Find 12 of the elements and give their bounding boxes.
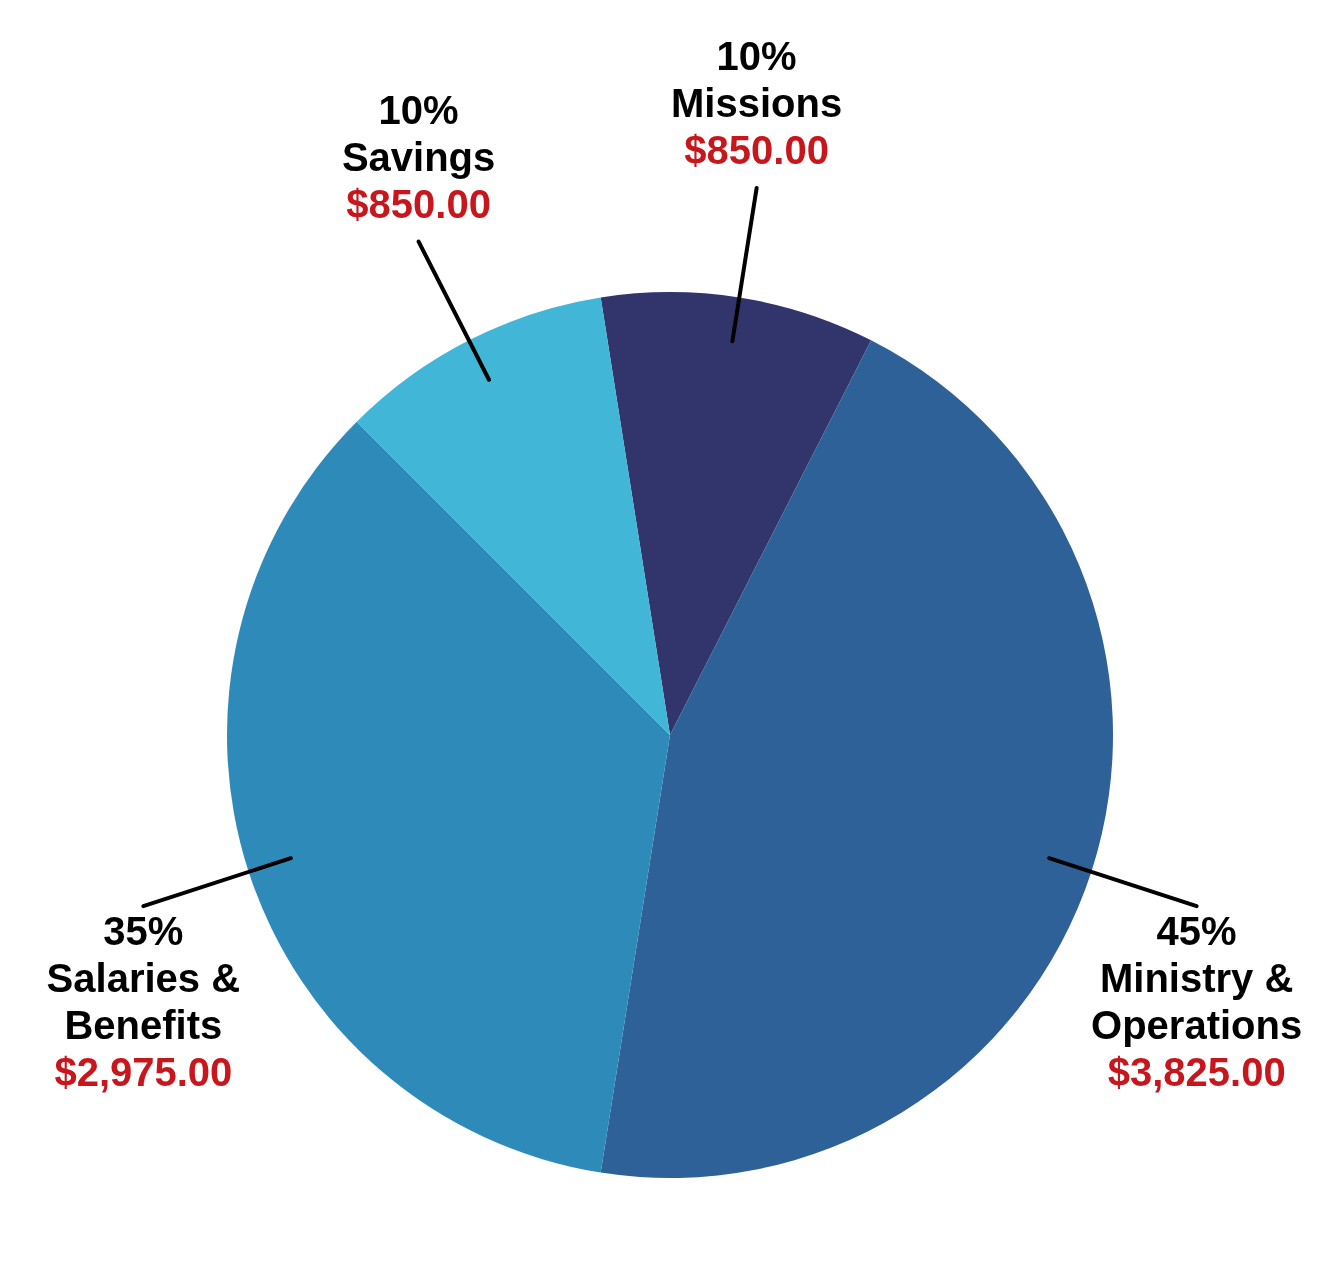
data-label: $850.00: [346, 181, 491, 226]
slice-label: Salaries & Benefits: [46, 956, 241, 1048]
slice-label: Savings: [341, 134, 496, 179]
data-label: $3,825.00: [1107, 1050, 1286, 1095]
text: 10%: [378, 87, 459, 132]
slice-label: Missions: [671, 81, 843, 126]
text: 35%: [103, 909, 184, 954]
slice-label: Ministry & Operations: [1091, 956, 1303, 1048]
data-label: $850.00: [684, 128, 829, 173]
data-label: $2,975.00: [54, 1050, 233, 1095]
text: 10%: [716, 34, 797, 79]
text: 45%: [1156, 909, 1237, 954]
